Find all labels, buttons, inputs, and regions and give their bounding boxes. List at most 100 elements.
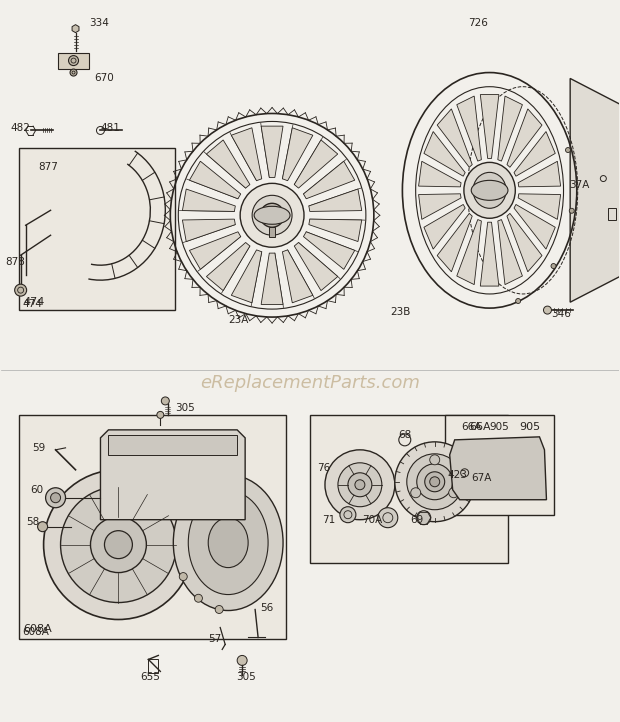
Text: 66A: 66A	[469, 422, 491, 432]
Bar	[148, 659, 158, 674]
Text: 69: 69	[410, 515, 423, 525]
Polygon shape	[418, 161, 461, 187]
Polygon shape	[294, 243, 338, 291]
Text: 423: 423	[448, 470, 467, 480]
Polygon shape	[437, 214, 472, 271]
Polygon shape	[58, 53, 89, 69]
Circle shape	[417, 464, 453, 500]
Bar	[310, 415, 508, 562]
Polygon shape	[480, 95, 499, 158]
Circle shape	[338, 463, 382, 507]
Circle shape	[161, 397, 169, 405]
Polygon shape	[303, 161, 355, 199]
Circle shape	[179, 573, 187, 580]
Polygon shape	[190, 161, 241, 199]
Text: 474: 474	[24, 297, 45, 307]
Polygon shape	[507, 109, 542, 168]
Ellipse shape	[473, 173, 506, 208]
Text: 67A: 67A	[472, 473, 492, 483]
Circle shape	[260, 204, 284, 227]
Text: 58: 58	[27, 517, 40, 526]
Polygon shape	[480, 222, 499, 286]
Polygon shape	[457, 96, 481, 161]
Polygon shape	[100, 430, 245, 520]
Text: 305: 305	[236, 672, 256, 682]
Circle shape	[51, 492, 61, 503]
Circle shape	[252, 196, 292, 235]
Circle shape	[449, 488, 459, 497]
Circle shape	[61, 487, 176, 603]
Polygon shape	[507, 214, 542, 271]
Circle shape	[407, 454, 463, 510]
Text: 23A: 23A	[228, 315, 249, 325]
Polygon shape	[206, 140, 250, 188]
Polygon shape	[418, 193, 461, 219]
Circle shape	[46, 488, 66, 508]
Text: 76: 76	[317, 463, 330, 473]
Circle shape	[69, 56, 79, 66]
Text: 905: 905	[520, 422, 541, 432]
Bar	[608, 208, 616, 220]
Polygon shape	[424, 131, 465, 176]
Polygon shape	[303, 232, 355, 269]
Polygon shape	[231, 250, 262, 303]
Polygon shape	[424, 204, 465, 249]
Polygon shape	[190, 232, 241, 269]
Circle shape	[195, 594, 202, 602]
Text: 655: 655	[140, 672, 160, 682]
Circle shape	[544, 306, 551, 314]
Polygon shape	[282, 250, 313, 303]
Text: eReplacementParts.com: eReplacementParts.com	[200, 374, 420, 392]
Circle shape	[15, 284, 27, 296]
Polygon shape	[498, 96, 523, 161]
Polygon shape	[514, 131, 556, 176]
Ellipse shape	[174, 475, 283, 611]
Circle shape	[565, 147, 570, 152]
Circle shape	[425, 471, 445, 492]
Circle shape	[551, 264, 556, 269]
Text: 878: 878	[6, 257, 25, 267]
Polygon shape	[294, 140, 338, 188]
Bar	[269, 227, 275, 238]
Circle shape	[430, 477, 440, 487]
Polygon shape	[231, 128, 262, 180]
Text: 70A: 70A	[362, 515, 382, 525]
Circle shape	[104, 531, 133, 559]
Text: 59: 59	[33, 443, 46, 453]
Text: 474: 474	[23, 299, 43, 309]
Circle shape	[417, 510, 431, 525]
Text: 60: 60	[30, 484, 44, 495]
Polygon shape	[72, 25, 79, 32]
Text: 726: 726	[467, 17, 487, 27]
Circle shape	[378, 508, 398, 528]
Polygon shape	[309, 219, 361, 242]
Text: 905: 905	[490, 422, 510, 432]
Circle shape	[38, 522, 48, 531]
Polygon shape	[206, 243, 250, 291]
Circle shape	[240, 183, 304, 247]
Polygon shape	[450, 437, 546, 500]
Polygon shape	[570, 79, 620, 303]
Circle shape	[91, 517, 146, 573]
Polygon shape	[514, 204, 556, 249]
Text: 346: 346	[551, 309, 572, 319]
Circle shape	[325, 450, 395, 520]
Polygon shape	[261, 253, 283, 305]
Polygon shape	[437, 109, 472, 168]
Bar	[19, 415, 286, 640]
Text: 608A: 608A	[23, 627, 50, 638]
Text: 23B: 23B	[390, 307, 410, 317]
Polygon shape	[498, 219, 523, 284]
Circle shape	[348, 473, 372, 497]
Circle shape	[157, 412, 164, 418]
Text: 482: 482	[11, 123, 30, 134]
Text: 57: 57	[208, 635, 221, 645]
Text: 670: 670	[94, 72, 114, 82]
Ellipse shape	[464, 162, 515, 218]
Text: 877: 877	[38, 162, 58, 173]
Bar	[445, 415, 554, 515]
Circle shape	[410, 488, 421, 497]
Polygon shape	[309, 189, 361, 212]
Circle shape	[355, 480, 365, 490]
Circle shape	[70, 69, 77, 76]
